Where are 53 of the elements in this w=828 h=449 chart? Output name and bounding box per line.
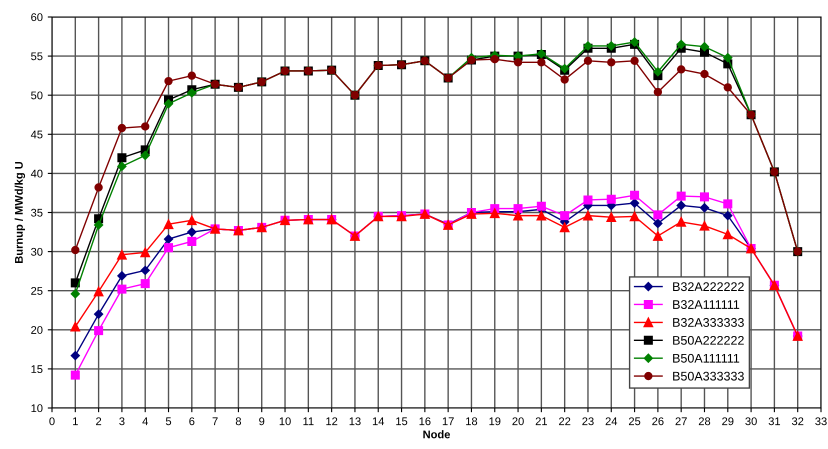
x-tick-label: 23 bbox=[582, 417, 594, 426]
y-tick-label: 30 bbox=[31, 248, 43, 256]
x-tick-label: 28 bbox=[698, 417, 710, 426]
x-tick-label: 13 bbox=[350, 417, 361, 426]
x-tick-label: 12 bbox=[326, 417, 338, 426]
x-tick-label: 20 bbox=[512, 417, 524, 426]
x-tick-label: 7 bbox=[212, 417, 218, 426]
x-tick-label: 9 bbox=[259, 417, 264, 426]
legend-label: B50A333333 bbox=[673, 372, 744, 381]
y-tick-label: 20 bbox=[31, 326, 43, 334]
x-tick-label: 0 bbox=[49, 417, 55, 426]
legend-label: B50A222222 bbox=[673, 336, 744, 345]
x-tick-label: 14 bbox=[372, 417, 384, 426]
y-tick-label: 60 bbox=[31, 13, 43, 22]
x-tick-label: 11 bbox=[303, 417, 314, 426]
x-tick-label: 17 bbox=[442, 417, 454, 426]
x-tick-label: 18 bbox=[466, 417, 478, 426]
legend-label: B32A222222 bbox=[673, 282, 744, 292]
y-tick-label: 10 bbox=[31, 404, 43, 412]
x-tick-label: 5 bbox=[166, 417, 172, 426]
x-tick-label: 6 bbox=[189, 417, 194, 426]
x-tick-label: 32 bbox=[792, 417, 804, 426]
y-tick-label: 40 bbox=[30, 170, 43, 178]
y-tick-label: 50 bbox=[31, 91, 43, 100]
x-tick-label: 30 bbox=[745, 417, 757, 426]
x-tick-label: 24 bbox=[606, 417, 618, 426]
x-tick-label: 25 bbox=[628, 417, 640, 426]
x-tick-label: 4 bbox=[142, 417, 148, 426]
x-tick-label: 29 bbox=[722, 417, 734, 426]
x-tick-label: 2 bbox=[96, 417, 102, 426]
x-tick-label: 22 bbox=[559, 417, 570, 426]
y-tick-label: 35 bbox=[31, 208, 43, 217]
x-tick-label: 1 bbox=[73, 417, 78, 426]
x-tick-label: 31 bbox=[768, 417, 780, 426]
legend-label: B32A333333 bbox=[673, 318, 744, 327]
y-tick-label: 25 bbox=[31, 286, 43, 295]
x-tick-label: 21 bbox=[536, 417, 547, 426]
x-tick-label: 19 bbox=[489, 417, 500, 426]
y-tick-label: 15 bbox=[31, 365, 43, 374]
legend-label: B32A111111 bbox=[673, 300, 740, 309]
x-tick-label: 15 bbox=[396, 417, 408, 426]
x-tick-label: 10 bbox=[280, 417, 291, 426]
x-tick-label: 26 bbox=[652, 417, 664, 426]
y-tick-label: 45 bbox=[30, 130, 43, 138]
x-tick-label: 3 bbox=[119, 417, 125, 426]
y-axis-title: Burnup / MWd/kg U bbox=[14, 162, 26, 263]
x-tick-label: 33 bbox=[815, 417, 827, 426]
y-tick-label: 55 bbox=[31, 52, 43, 60]
legend-label: B50A111111 bbox=[673, 354, 740, 363]
x-axis-title: Node bbox=[423, 430, 450, 438]
x-tick-label: 27 bbox=[676, 417, 687, 426]
x-tick-label: 8 bbox=[236, 417, 242, 426]
x-tick-label: 16 bbox=[420, 417, 431, 426]
